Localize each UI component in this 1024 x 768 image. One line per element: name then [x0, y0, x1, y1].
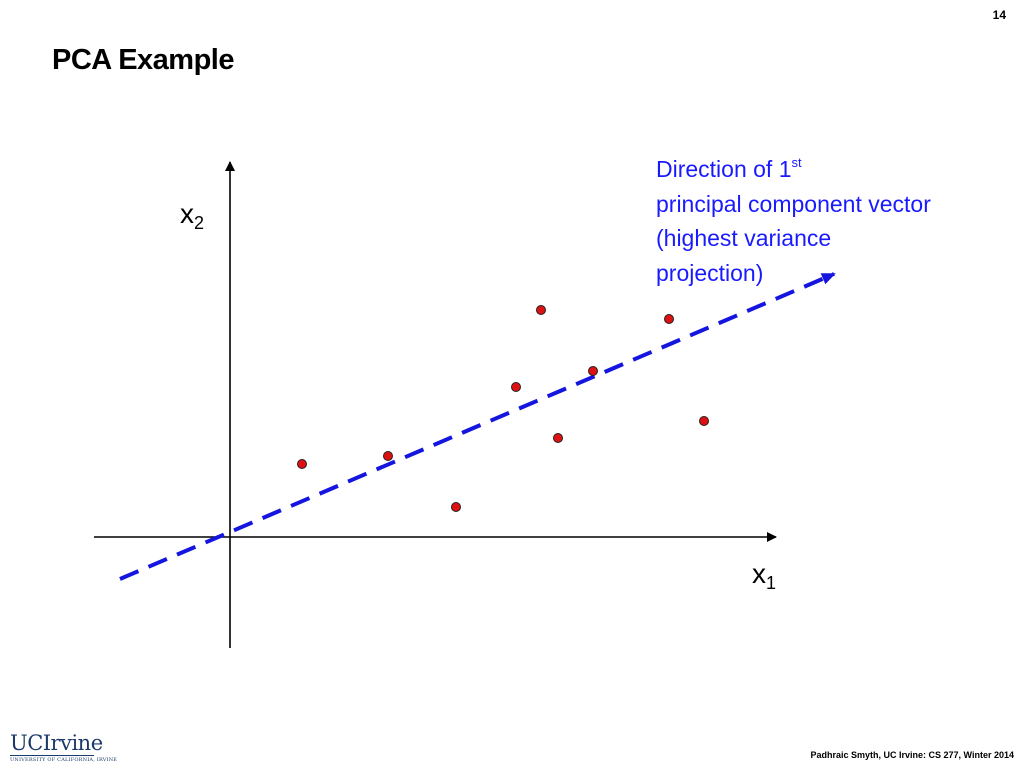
uc-irvine-logo: UCIrvine UNIVERSITY OF CALIFORNIA, IRVIN…	[10, 731, 118, 763]
data-point	[699, 416, 709, 426]
x2-axis-label: x2	[180, 198, 205, 233]
data-point	[451, 502, 461, 512]
data-point	[297, 459, 307, 469]
x1-axis-label: x1	[752, 558, 777, 593]
data-point	[664, 314, 674, 324]
slide-title: PCA Example	[52, 44, 235, 76]
slide-footer: Padhraic Smyth, UC Irvine: CS 277, Winte…	[810, 750, 1015, 760]
data-points	[297, 305, 709, 512]
data-point	[553, 433, 563, 443]
data-point	[536, 305, 546, 315]
principal-component-annotation: Direction of 1st principal component vec…	[656, 155, 931, 286]
principal-component-direction-line	[119, 272, 836, 581]
page-number: 14	[992, 8, 1006, 22]
data-point	[511, 382, 521, 392]
data-point	[383, 451, 393, 461]
data-point	[588, 366, 598, 376]
